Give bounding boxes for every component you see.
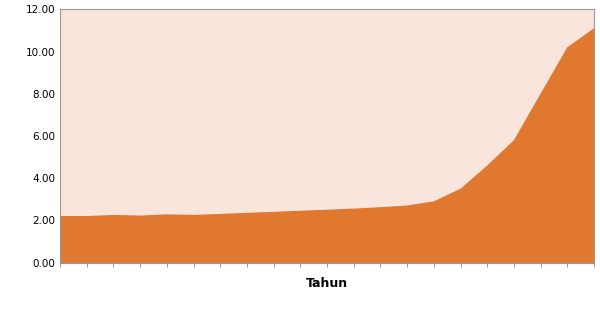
- X-axis label: Tahun: Tahun: [306, 277, 348, 290]
